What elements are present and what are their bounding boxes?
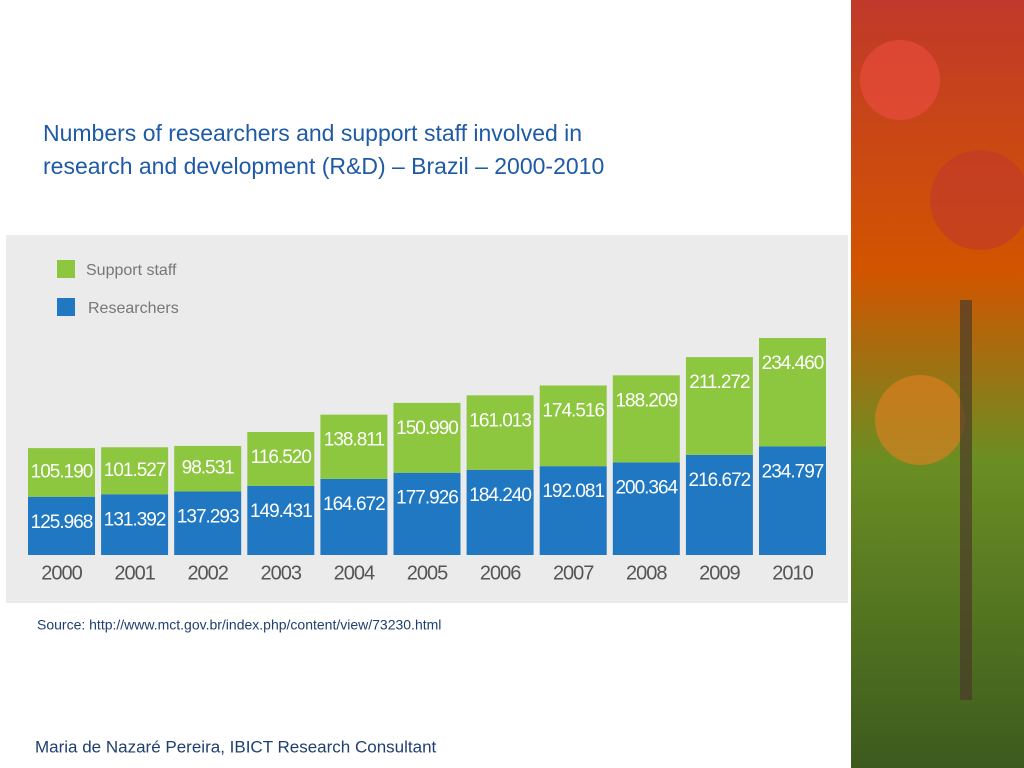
bar-segment <box>101 447 169 495</box>
photo <box>851 0 1024 768</box>
bar-segment <box>320 478 388 555</box>
data-label: 234.460 <box>762 353 824 374</box>
bar-segment <box>539 466 607 555</box>
bar-segment <box>101 494 169 555</box>
data-label: 161.013 <box>469 410 531 431</box>
bar-segment <box>247 432 315 486</box>
data-label: 137.293 <box>177 507 239 528</box>
data-label: 184.240 <box>469 485 531 506</box>
bar-segment <box>612 375 680 463</box>
data-label: 138.811 <box>324 430 385 451</box>
bar-segment <box>28 448 95 497</box>
data-label: 192.081 <box>542 481 604 502</box>
bar-segment <box>466 469 534 555</box>
data-label: 98.531 <box>182 458 235 479</box>
x-tick-label: 2003 <box>261 562 302 584</box>
bar-segment <box>393 402 461 473</box>
bar-segment <box>466 395 534 470</box>
legend-label: Researchers <box>88 300 179 317</box>
data-label: 116.520 <box>251 447 312 468</box>
bar-segment <box>393 472 461 555</box>
data-label: 200.364 <box>615 477 678 498</box>
bar-segment <box>174 445 242 492</box>
legend-label: Support staff <box>86 262 177 279</box>
x-tick-label: 2000 <box>41 562 82 584</box>
data-label: 234.797 <box>762 461 824 482</box>
title-line: research and development (R&D) – Brazil … <box>43 153 604 179</box>
x-tick-label: 2004 <box>334 562 375 584</box>
data-label: 125.968 <box>31 512 93 533</box>
bar-segment <box>320 414 388 479</box>
data-label: 131.392 <box>104 509 166 530</box>
source: Source: http://www.mct.gov.br/index.php/… <box>37 617 441 633</box>
legend-swatch <box>57 260 75 278</box>
x-tick-label: 2008 <box>626 562 667 584</box>
bar-segment <box>539 385 607 467</box>
bar-segment <box>28 496 95 555</box>
x-tick-label: 2002 <box>187 562 228 584</box>
legend-swatch <box>57 298 75 316</box>
bar-segment <box>685 357 753 455</box>
bar-segment <box>247 485 315 555</box>
bar-segment <box>759 338 826 447</box>
x-tick-label: 2001 <box>114 562 155 584</box>
data-label: 101.527 <box>104 460 166 481</box>
x-tick-label: 2005 <box>407 562 448 584</box>
data-label: 164.672 <box>323 494 385 515</box>
bar-segment <box>612 462 680 555</box>
bar-segment <box>759 446 826 555</box>
data-label: 188.209 <box>615 390 677 411</box>
footer: Maria de Nazaré Pereira, IBICT Research … <box>35 737 437 756</box>
x-tick-label: 2010 <box>772 562 813 584</box>
bar-segment <box>685 454 753 555</box>
data-label: 174.516 <box>542 400 604 421</box>
data-label: 216.672 <box>689 470 751 491</box>
title-line: Numbers of researchers and support staff… <box>43 120 582 146</box>
x-tick-label: 2006 <box>480 562 521 584</box>
data-label: 177.926 <box>396 488 458 509</box>
data-label: 211.272 <box>689 372 750 393</box>
data-label: 149.431 <box>250 501 312 522</box>
data-label: 105.190 <box>31 461 93 482</box>
bar-segment <box>174 491 242 555</box>
data-label: 150.990 <box>396 418 458 439</box>
x-tick-label: 2007 <box>553 562 594 584</box>
x-tick-label: 2009 <box>699 562 740 584</box>
